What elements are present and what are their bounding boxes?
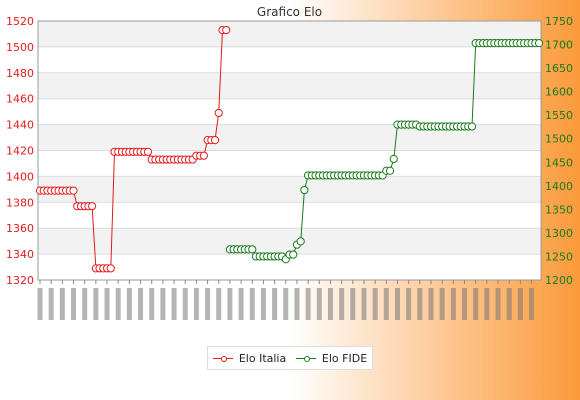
right-axis-tick-label: 1400 <box>545 180 573 193</box>
x-axis-tick-label-mark <box>160 288 166 320</box>
x-axis-tick-label-mark <box>484 288 490 320</box>
x-axis-tick-label-mark <box>372 288 378 320</box>
data-point <box>143 147 153 156</box>
grid-band <box>38 228 541 255</box>
left-axis-tick-label: 1500 <box>6 41 34 54</box>
x-axis-tick-label-mark <box>417 288 423 320</box>
legend-item-series-1: Elo FIDE <box>295 351 368 365</box>
data-point <box>389 154 398 164</box>
left-axis-tick-label: 1400 <box>6 170 34 183</box>
left-axis-tick-label: 1420 <box>6 145 34 158</box>
legend-item-series-0: Elo Italia <box>212 351 287 365</box>
data-point <box>222 25 231 35</box>
data-point <box>248 245 257 254</box>
grid-band <box>38 72 541 99</box>
data-point <box>289 250 298 259</box>
left-axis-tick-label: 1520 <box>6 15 34 28</box>
left-axis-tick-label: 1380 <box>6 196 34 209</box>
right-axis-tick-label: 1200 <box>545 274 573 287</box>
x-axis-tick-label-mark <box>350 288 356 320</box>
x-axis-tick-label-mark <box>383 288 389 320</box>
x-axis-tick-label-mark <box>104 288 110 320</box>
x-axis-tick-label-mark <box>361 288 367 320</box>
x-axis-tick-label-mark <box>260 288 266 320</box>
x-axis-tick-label-mark <box>495 288 501 320</box>
data-point <box>199 151 208 160</box>
left-axis-tick-label: 1440 <box>6 119 34 132</box>
data-point <box>69 186 78 195</box>
x-axis-tick-label-mark <box>126 288 132 320</box>
x-axis-tick-label-mark <box>37 288 43 320</box>
x-axis-tick-label-mark <box>529 288 535 320</box>
x-axis-tick-label-mark <box>305 288 311 320</box>
x-axis-tick-label-mark <box>406 288 412 320</box>
plot-border <box>37 20 542 281</box>
x-axis-tick-label-mark <box>82 288 88 320</box>
x-axis-tick-label-mark <box>316 288 322 320</box>
data-point <box>534 39 544 48</box>
x-axis-tick-label-mark <box>450 288 456 320</box>
right-axis-tick-label: 1700 <box>545 39 573 52</box>
right-axis-tick-label: 1550 <box>545 109 573 122</box>
x-axis-tick-label-mark <box>462 288 468 320</box>
data-point <box>210 136 220 145</box>
data-point <box>214 108 223 118</box>
x-axis-tick-label-mark <box>249 288 255 320</box>
legend: Elo Italia Elo FIDE <box>207 346 373 370</box>
x-axis-tick-label-mark <box>205 288 211 320</box>
right-axis-tick-label: 1750 <box>545 15 573 28</box>
x-axis-tick-label-mark <box>506 288 512 320</box>
chart-title: Grafico Elo <box>257 5 322 19</box>
data-point <box>467 122 477 131</box>
x-axis-tick-label-mark <box>272 288 278 320</box>
right-axis-tick-label: 1600 <box>545 86 573 99</box>
right-axis-tick-label: 1650 <box>545 62 573 75</box>
grid-band <box>38 21 541 47</box>
x-axis-tick-label-mark <box>193 288 199 320</box>
x-axis-tick-label-mark <box>48 288 54 320</box>
data-point <box>385 166 395 175</box>
x-axis-tick-label-mark <box>149 288 155 320</box>
x-axis-tick-label-mark <box>238 288 244 320</box>
left-axis-tick-label: 1360 <box>6 222 34 235</box>
right-axis-tick-label: 1300 <box>545 227 573 240</box>
x-axis-tick-label-mark <box>227 288 233 320</box>
data-point <box>300 185 309 195</box>
data-point <box>106 264 115 273</box>
legend-swatch-icon <box>212 353 233 363</box>
x-axis-tick-label-mark <box>327 288 333 320</box>
data-point <box>88 202 97 211</box>
right-axis-tick-label: 1250 <box>545 250 573 263</box>
x-axis-tick-label-mark <box>115 288 121 320</box>
left-axis-tick-label: 1460 <box>6 93 34 106</box>
grid-band <box>38 176 541 203</box>
x-axis-tick-label-mark <box>138 288 144 320</box>
x-axis-tick-label-mark <box>93 288 99 320</box>
x-axis-tick-label-mark <box>171 288 177 320</box>
x-axis-tick-label-mark <box>59 288 65 320</box>
left-axis-tick-label: 1340 <box>6 248 34 261</box>
right-axis-tick-label: 1500 <box>545 133 573 146</box>
left-axis-tick-label: 1480 <box>6 67 34 80</box>
x-axis-tick-label-mark <box>283 288 289 320</box>
x-axis-tick-label-mark <box>439 288 445 320</box>
legend-label: Elo FIDE <box>321 351 368 365</box>
legend-label: Elo Italia <box>238 351 287 365</box>
legend-swatch-icon <box>295 353 316 363</box>
right-axis-tick-label: 1350 <box>545 203 573 216</box>
x-axis-tick-label-mark <box>428 288 434 320</box>
x-axis-tick-label-mark <box>182 288 188 320</box>
x-axis-tick-label-mark <box>71 288 77 320</box>
right-axis-tick-label: 1450 <box>545 156 573 169</box>
x-axis-tick-label-mark <box>339 288 345 320</box>
x-axis-tick-label-mark <box>517 288 523 320</box>
data-point <box>296 237 305 246</box>
x-axis-tick-label-mark <box>294 288 300 320</box>
x-axis-tick-label-mark <box>473 288 479 320</box>
left-axis-tick-label: 1320 <box>6 274 34 287</box>
x-axis-tick-label-mark <box>394 288 400 320</box>
x-axis-tick-label-mark <box>216 288 222 320</box>
